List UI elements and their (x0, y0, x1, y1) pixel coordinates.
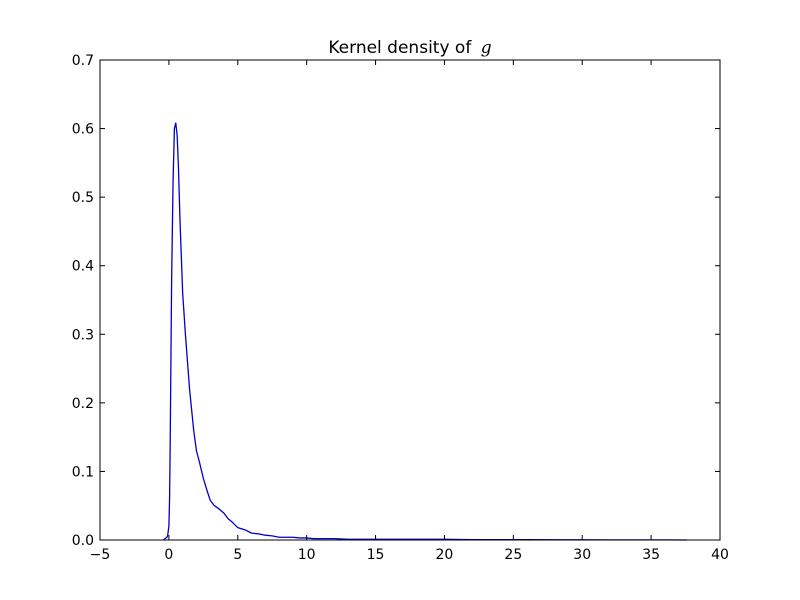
axes-frame (99, 59, 721, 541)
y-tick-label: 0.7 (72, 53, 94, 69)
chart-title-text: Kernel density of (328, 38, 472, 58)
x-tick-label: 10 (298, 547, 316, 563)
x-tick-label: −5 (90, 547, 111, 563)
y-tick-label: 0.5 (72, 190, 94, 206)
axes-layer: −5 0 5 10 15 20 25 30 35 40 0.0 0.1 0.2 0.3 0.4 0.5 0.6 0… (72, 53, 729, 563)
x-tick-label: 30 (573, 547, 591, 563)
y-tick-label: 0.3 (72, 327, 94, 343)
density-line-0 (162, 122, 687, 541)
y-tick-label: 0.4 (72, 259, 94, 275)
plot-layer (162, 122, 687, 541)
x-tick-label: 5 (233, 547, 242, 563)
y-tick-label: 0.1 (72, 464, 94, 480)
chart-title: Kernel density of g (328, 38, 491, 58)
x-tick-label: 0 (164, 547, 173, 563)
chart-title-variable: g (481, 38, 492, 58)
y-tick-label: 0.6 (72, 122, 94, 138)
y-tick-label: 0.2 (72, 396, 94, 412)
y-tick-label: 0.0 (72, 533, 94, 549)
x-tick-label: 25 (504, 547, 522, 563)
x-tick-label: 20 (436, 547, 454, 563)
x-tick-label: 15 (367, 547, 385, 563)
x-tick-label: 40 (711, 547, 729, 563)
x-tick-label: 35 (642, 547, 660, 563)
